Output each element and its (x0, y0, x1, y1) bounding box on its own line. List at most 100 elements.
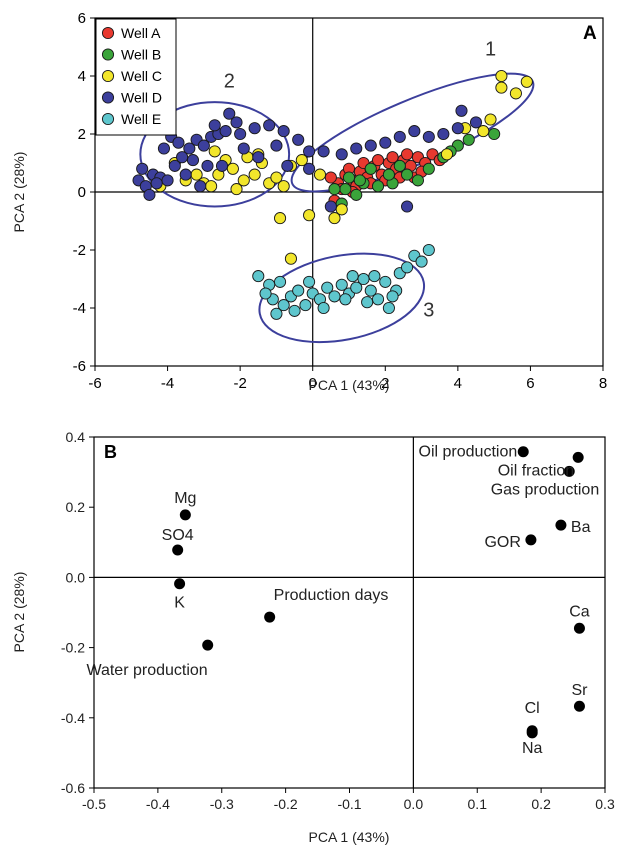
loading-point-water-production (202, 639, 214, 651)
panel-b-x-axis-label: PCA 1 (43%) (309, 829, 390, 845)
panel-a-y-tick-label: -2 (73, 242, 86, 259)
well-d-point (379, 136, 392, 149)
panel-b-ticks: -0.5 -0.4 -0.3 -0.2 -0.1 0.0 0.1 0.2 0.3 -0.6 -0.4… (61, 429, 615, 812)
well-c-point (277, 180, 290, 193)
loading-point-so4 (172, 544, 184, 556)
loading-point-ca (573, 622, 585, 634)
well-b-point (328, 183, 341, 196)
panel-b-x-tick-label: -0.2 (274, 796, 298, 812)
well-c-point (274, 212, 287, 225)
panel-b-x-tick-label: 0.3 (595, 796, 615, 812)
well-e-point (252, 270, 265, 283)
legend-marker-well-e (101, 112, 115, 126)
loading-point-na (526, 727, 538, 739)
well-d-point (230, 116, 243, 129)
well-c-point (230, 183, 243, 196)
loading-point-ba (555, 519, 567, 531)
well-d-point (469, 116, 483, 129)
loading-point-mg (179, 509, 191, 521)
legend-marker-well-b (101, 48, 115, 61)
panel-a-y-tick-label: -6 (73, 358, 86, 375)
loading-label-na: Na (522, 740, 543, 757)
well-e-point (357, 272, 370, 286)
well-d-point (437, 127, 450, 141)
well-e-point (321, 281, 334, 294)
well-c-point (237, 174, 250, 187)
well-d-point (335, 148, 348, 161)
well-d-point (401, 200, 414, 213)
panel-b-y-tick-label: -0.4 (61, 710, 85, 726)
legend-label-well-e: Well E (121, 111, 161, 127)
loading-point-production-days (264, 611, 276, 623)
loading-label-so4: SO4 (162, 527, 194, 544)
well-e-point (401, 261, 414, 274)
loading-label-gas-production: Gas production (491, 481, 600, 498)
well-d-point (136, 162, 149, 175)
well-d-point (317, 145, 330, 158)
well-d-point (281, 159, 294, 172)
loading-point-gas-production (563, 465, 575, 477)
well-c-point (520, 75, 533, 88)
well-c-point (295, 154, 308, 167)
panel-a-x-tick-label: 6 (526, 375, 534, 392)
well-e-point (368, 270, 381, 283)
panel-a-y-axis-label: PCA 2 (28%) (11, 152, 27, 233)
well-d-point (183, 142, 196, 155)
panel-b-letter: B (104, 442, 117, 462)
well-d-point (455, 104, 468, 117)
loading-label-ba: Ba (571, 519, 591, 536)
well-d-point (186, 154, 200, 167)
well-e-point (422, 243, 435, 257)
well-e-point (274, 275, 287, 288)
well-b-point (422, 162, 435, 175)
legend-label-well-d: Well D (121, 90, 162, 106)
panel-a-letter: A (583, 23, 597, 44)
well-e-point (317, 301, 330, 315)
well-e-point (386, 290, 399, 303)
panel-a-x-tick-label: 2 (381, 375, 389, 392)
loading-label-sr: Sr (571, 682, 588, 699)
legend-label-well-b: Well B (121, 47, 161, 63)
well-b-point (462, 133, 475, 146)
panel-a-ticks: -6 -4 -2 0 2 4 6 8 -6 -4 -2 0 2 4 6 (73, 10, 608, 392)
well-d-point (248, 122, 261, 135)
well-d-point (364, 139, 377, 152)
panel-b-y-tick-label: -0.2 (61, 640, 85, 656)
well-d-point (179, 168, 192, 181)
panel-a-y-tick-label: 0 (78, 184, 86, 201)
panel-b-point-labels: Mg SO4 K Production days Water production Oil… (86, 444, 599, 757)
panel-b-x-tick-label: 0.0 (404, 796, 424, 812)
well-c-point (208, 145, 221, 158)
well-b-point (401, 168, 414, 181)
panel-b-y-tick-label: 0.2 (66, 499, 86, 515)
panel-b-x-tick-label: -0.4 (146, 796, 170, 812)
well-b-point (342, 171, 356, 184)
well-c-point (440, 148, 454, 161)
panel-a-x-tick-label: -2 (233, 375, 246, 392)
panel-a-y-tick-label: -4 (73, 300, 86, 317)
panel-a-y-tick-label: 2 (78, 126, 86, 143)
panel-b-x-tick-label: -0.1 (337, 796, 361, 812)
well-d-point (252, 151, 265, 164)
well-d-point (303, 162, 316, 175)
well-c-point (313, 168, 327, 181)
cluster-ellipse-2 (139, 101, 291, 208)
well-c-point (303, 209, 316, 222)
well-b-point (488, 127, 501, 141)
well-c-point (270, 171, 283, 184)
loading-label-cl: Cl (525, 700, 540, 717)
well-d-point (292, 133, 305, 146)
panel-a-points (132, 69, 533, 320)
loading-point-oil-production (517, 446, 529, 458)
well-a-point (386, 151, 399, 164)
well-c-point (495, 81, 508, 94)
loading-label-mg: Mg (174, 490, 196, 507)
legend-label-well-a: Well A (121, 25, 161, 41)
well-d-point (194, 180, 207, 193)
well-a-point (324, 171, 337, 184)
panel-a-x-tick-label: -4 (161, 375, 174, 392)
loading-point-oil-fraction (572, 451, 584, 463)
loading-point-gor (525, 534, 537, 546)
well-e-point (277, 299, 290, 312)
